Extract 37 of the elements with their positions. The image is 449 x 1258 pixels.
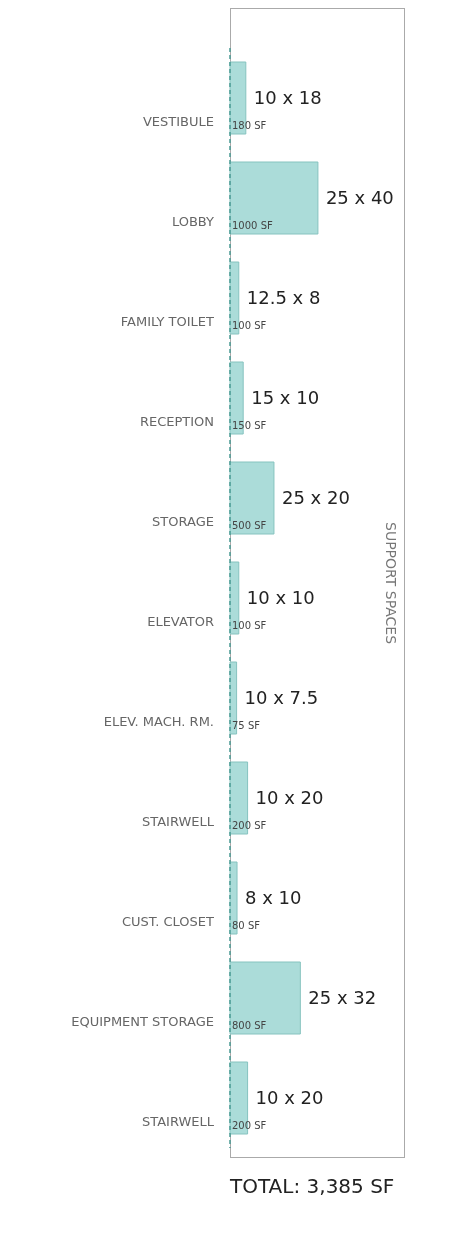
y-axis-title: SUPPORT SPACES	[383, 521, 399, 645]
text: 25 x 40	[325, 187, 394, 208]
data-label: 80 SF	[232, 920, 261, 931]
annotation: 10 x 10	[246, 587, 315, 608]
bar	[229, 1061, 249, 1135]
data-label: 180 SF	[232, 120, 267, 131]
bar	[229, 961, 301, 1035]
text: TOTAL: 3,385 SF	[230, 1174, 396, 1198]
y-tick-label: FAMILY TOILET	[120, 314, 215, 329]
annotation: 10 x 20	[255, 1087, 324, 1108]
data-label: 200 SF	[232, 1120, 267, 1131]
bar	[229, 161, 319, 235]
data-label: 500 SF	[232, 520, 267, 531]
y-tick-label: STAIRWELL	[142, 814, 215, 829]
annotation: 10 x 7.5	[244, 687, 319, 708]
y-tick-label: STAIRWELL	[142, 1114, 215, 1129]
y-tick-label: VESTIBULE	[142, 114, 214, 129]
data-label: 200 SF	[232, 820, 267, 831]
bar	[229, 461, 275, 535]
y-tick-label: CUST. CLOSET	[121, 914, 215, 929]
y-tick-label: EQUIPMENT STORAGE	[71, 1014, 214, 1029]
annotation: 25 x 32	[308, 987, 377, 1008]
annotation: 10 x 20	[255, 787, 324, 808]
y-tick-label: RECEPTION	[139, 414, 214, 429]
y-tick-label: LOBBY	[171, 214, 215, 229]
annotation: 25 x 20	[281, 487, 350, 508]
annotation: 8 x 10	[245, 887, 302, 908]
data-label: 800 SF	[232, 1020, 267, 1031]
y-tick-label: STORAGE	[152, 514, 214, 529]
annotation: 12.5 x 8	[246, 287, 321, 308]
data-label: 150 SF	[232, 420, 267, 431]
y-tick-label: ELEVATOR	[147, 614, 214, 629]
bar	[229, 761, 249, 835]
y-tick-label: ELEV. MACH. RM.	[103, 714, 214, 729]
data-label: 1000 SF	[232, 220, 273, 231]
annotation: 10 x 18	[253, 87, 322, 108]
annotation: 15 x 10	[251, 387, 320, 408]
